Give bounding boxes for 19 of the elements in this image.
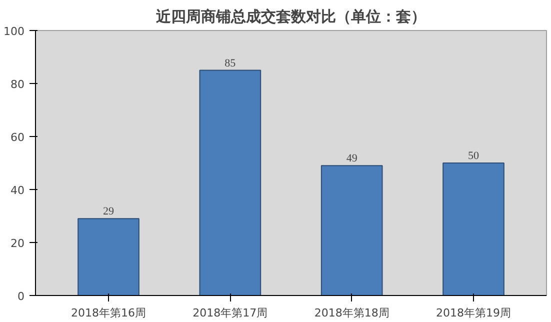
chart-title: 近四周商铺总成交套数对比（单位：套） — [155, 8, 426, 26]
bar — [320, 165, 383, 296]
bar — [78, 218, 140, 296]
data-label: 85 — [224, 57, 236, 70]
data-label: 49 — [346, 152, 358, 165]
bar — [199, 70, 262, 296]
y-tick-label: 60 — [10, 131, 25, 144]
y-tick-label: 80 — [10, 78, 25, 91]
x-tick-label: 2018年第18周 — [314, 306, 390, 320]
y-tick-label: 40 — [10, 184, 25, 197]
x-tick-label: 2018年第16周 — [71, 306, 146, 320]
data-label: 29 — [103, 206, 114, 218]
data-label: 50 — [468, 150, 480, 162]
y-tick-label: 100 — [4, 25, 25, 38]
bar — [442, 162, 504, 296]
x-tick-label: 2018年第17周 — [192, 306, 268, 320]
y-tick-label: 20 — [10, 237, 25, 250]
y-tick-label: 0 — [18, 290, 24, 303]
x-tick-label: 2018年第19周 — [436, 306, 512, 320]
